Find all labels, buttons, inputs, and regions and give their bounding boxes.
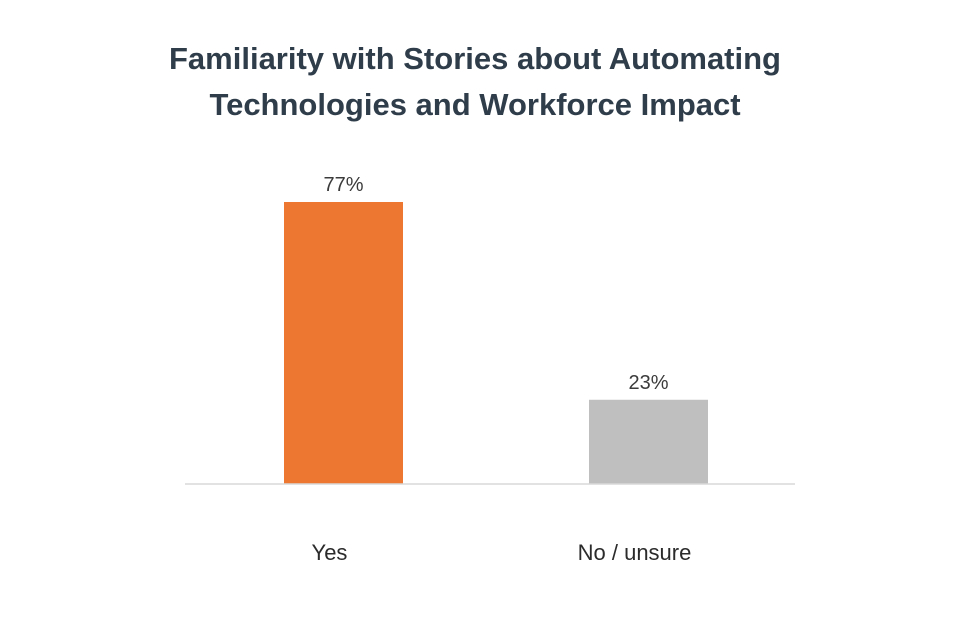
data-label-0: 77% — [323, 174, 363, 196]
category-label-0: Yes — [312, 540, 348, 565]
chart-title: Familiarity with Stories about Automatin… — [0, 36, 950, 128]
category-label-1: No / unsure — [578, 540, 692, 565]
data-label-1: 23% — [628, 372, 668, 394]
chart-title-line-1: Familiarity with Stories about Automatin… — [168, 41, 781, 76]
bar-0 — [284, 202, 403, 484]
bars-group — [284, 202, 708, 484]
labels-group: 77% Yes 23% No / unsure — [312, 174, 692, 565]
chart-title-line-2: Technologies and Workforce Impact — [209, 87, 741, 122]
bar-1 — [589, 399, 708, 484]
